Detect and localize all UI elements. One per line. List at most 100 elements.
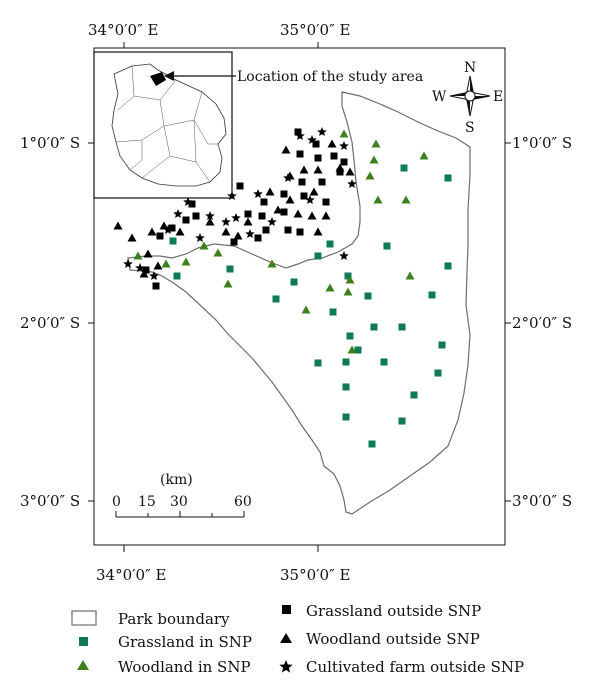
woodland-in-snp-point [267, 259, 277, 268]
grassland-outside-snp-point [296, 150, 304, 158]
cultivated-farm-point [317, 127, 327, 136]
grassland-in-snp-point [342, 383, 350, 391]
woodland-outside-snp-point [345, 167, 355, 176]
grassland-outside-snp-point [314, 154, 322, 162]
woodland-in-snp-point [369, 155, 379, 164]
woodland-in-snp-point [373, 195, 383, 204]
woodland-in-snp-point [339, 129, 349, 138]
grassland-in-snp-point [398, 323, 406, 331]
lat-label-right-3: 3°0′0″ S [512, 492, 572, 510]
grassland-in-snp-point [368, 440, 376, 448]
grassland-in-snp-point [354, 346, 362, 354]
grassland-in-snp-point [272, 295, 280, 303]
grassland-outside-snp-point [230, 238, 238, 246]
woodland-outside-snp-point [127, 233, 137, 242]
grassland-outside-snp-point [192, 212, 200, 220]
grassland-outside-snp-point [262, 226, 270, 234]
legend-park-boundary-swatch [71, 610, 97, 626]
grassland-in-snp-point [346, 332, 354, 340]
grassland-in-snp-point [226, 265, 234, 273]
woodland-in-snp-point [419, 151, 429, 160]
cultivated-farm-point [283, 173, 293, 182]
woodland-outside-snp-point [327, 139, 337, 148]
legend-grassland-in: Grassland in SNP [118, 633, 252, 651]
inset-map [93, 51, 233, 199]
grassland-outside-snp-point [330, 152, 338, 160]
map-frame [93, 47, 506, 546]
grassland-outside-snp-point [336, 168, 344, 176]
legend-farm-out-icon [279, 660, 293, 673]
grassland-in-snp-point [342, 413, 350, 421]
woodland-outside-snp-point [335, 163, 345, 172]
grassland-in-snp-point [444, 174, 452, 182]
grassland-outside-snp-point [182, 216, 190, 224]
cultivated-farm-point [267, 217, 277, 226]
woodland-outside-snp-point [233, 231, 243, 240]
grassland-outside-snp-point [142, 266, 150, 274]
grassland-outside-snp-point [236, 182, 244, 190]
legend-grassland-out-icon [282, 605, 291, 614]
grassland-in-snp-point [344, 272, 352, 280]
cultivated-farm-point [227, 191, 237, 200]
woodland-in-snp-point [181, 257, 191, 266]
cultivated-farm-point [253, 189, 263, 198]
woodland-in-snp-point [325, 283, 335, 292]
study-area-marker [150, 72, 166, 86]
grassland-in-snp-point [380, 358, 388, 366]
woodland-in-snp-point [401, 195, 411, 204]
legend: Park boundary Grassland in SNP Woodland … [71, 602, 524, 676]
woodland-in-snp-point [345, 275, 355, 284]
cultivated-farm-point [183, 197, 193, 206]
cultivated-farm-point [135, 263, 145, 272]
grassland-in-snp-point [428, 291, 436, 299]
grassland-in-snp-point [314, 252, 322, 260]
woodland-outside-snp-point [265, 187, 275, 196]
cultivated-farm-point [295, 131, 305, 140]
grassland-in-snp-point [326, 240, 334, 248]
arrow-head [164, 71, 174, 81]
woodland-outside-snp-point [143, 249, 153, 258]
woodland-in-snp-point [161, 259, 171, 268]
cultivated-farm-point [149, 271, 159, 280]
cultivated-farm-point [173, 209, 183, 218]
grassland-outside-snp-point [258, 212, 266, 220]
woodland-outside-snp-point [313, 165, 323, 174]
woodland-outside-snp-point [307, 211, 317, 220]
woodland-outside-snp-point [175, 227, 185, 236]
lon-label-top-35: 35°0′0″ E [280, 21, 350, 39]
cultivated-farm-point [205, 211, 215, 220]
grassland-outside-snp-point [318, 178, 326, 186]
sample-points [113, 127, 452, 448]
woodland-in-snp-point [371, 139, 381, 148]
lat-label-left-2: 2°0′0″ S [20, 314, 80, 332]
grassland-in-snp-point [370, 323, 378, 331]
woodland-outside-snp-point [309, 187, 319, 196]
scale-unit: (km) [160, 472, 193, 488]
grassland-outside-snp-point [294, 128, 302, 136]
grassland-outside-snp-point [340, 158, 348, 166]
grassland-outside-snp-point [300, 192, 308, 200]
grassland-outside-snp-point [188, 200, 196, 208]
grassland-outside-snp-point [156, 232, 164, 240]
legend-woodland-in-icon [77, 660, 89, 670]
woodland-outside-snp-point [113, 221, 123, 230]
woodland-outside-snp-point [153, 261, 163, 270]
cultivated-farm-point [305, 195, 315, 204]
grassland-outside-snp-point [284, 226, 292, 234]
lat-label-right-2: 2°0′0″ S [512, 314, 572, 332]
woodland-in-snp-point [347, 345, 357, 354]
grassland-outside-snp-point [280, 190, 288, 198]
woodland-outside-snp-point [139, 269, 149, 278]
inset-region-lines [115, 65, 218, 183]
woodland-outside-snp-point [313, 227, 323, 236]
lat-label-left-3: 3°0′0″ S [20, 492, 80, 510]
compass-icon [449, 75, 491, 117]
cultivated-farm-point [245, 229, 255, 238]
woodland-in-snp-point [365, 171, 375, 180]
grassland-in-snp-point [444, 262, 452, 270]
cultivated-farm-point [221, 217, 231, 226]
woodland-outside-snp-point [285, 195, 295, 204]
woodland-outside-snp-point [293, 209, 303, 218]
grassland-in-snp-point [434, 369, 442, 377]
